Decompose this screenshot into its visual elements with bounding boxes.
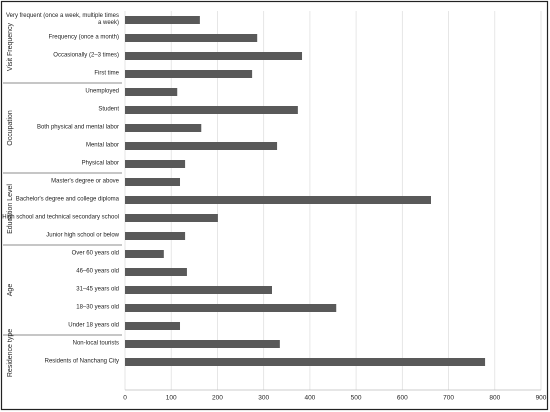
bar: [125, 286, 272, 294]
bar: [125, 142, 278, 150]
bar: [125, 250, 164, 258]
bar: [125, 52, 303, 60]
category-label: Unemployed: [85, 88, 119, 95]
bar: [125, 34, 258, 42]
category-label: Non-local tourists: [72, 340, 119, 347]
category-label: 31–45 years old: [76, 286, 119, 293]
category-label: Master's degree or above: [51, 178, 119, 185]
bar: [125, 340, 280, 348]
bar: [125, 214, 218, 222]
group-label: Residence type: [7, 329, 14, 377]
bar: [125, 178, 181, 186]
bar: [125, 268, 187, 276]
x-tick-label: 900: [536, 395, 547, 402]
x-tick-label: 600: [397, 395, 408, 402]
x-tick-label: 0: [123, 395, 127, 402]
category-label: 46–60 years old: [76, 268, 119, 275]
x-tick-label: 700: [443, 395, 454, 402]
bar: [125, 358, 486, 366]
bar: [125, 106, 298, 114]
bar: [125, 124, 202, 132]
bar: [125, 196, 431, 204]
category-label: Bachelor's degree and college diploma: [15, 196, 119, 203]
category-label: Mental labor: [85, 142, 119, 149]
x-tick-label: 800: [489, 395, 500, 402]
category-label: Junior high school or below: [46, 232, 119, 239]
bar: [125, 16, 200, 24]
group-label: Education Level: [7, 184, 14, 234]
bar: [125, 232, 186, 240]
category-label: Student: [98, 106, 119, 113]
bar: [125, 322, 181, 330]
x-tick-label: 500: [351, 395, 362, 402]
category-label: Both physical and mental labor: [36, 124, 119, 131]
category-label: First time: [94, 70, 119, 77]
category-label: Frequency (once a month): [48, 34, 119, 41]
category-label: Under 18 years old: [68, 322, 119, 329]
group-label: Visit Frequency: [7, 22, 14, 71]
category-label: Physical labor: [81, 160, 119, 167]
group-label: Occupation: [7, 110, 14, 146]
bar: [125, 160, 186, 168]
x-tick-label: 100: [166, 395, 177, 402]
category-label: Very frequent (once a week, multiple tim…: [5, 13, 119, 26]
x-tick-label: 200: [212, 395, 223, 402]
x-tick-label: 400: [304, 395, 315, 402]
x-tick-label: 300: [258, 395, 269, 402]
category-label: Occasionally (2–3 times): [53, 52, 119, 59]
category-label: Residents of Nanchang City: [44, 358, 119, 365]
bar: [125, 70, 253, 78]
group-label: Age: [7, 284, 14, 297]
bar: [125, 304, 337, 312]
bar: [125, 88, 178, 96]
category-label: Over 60 years old: [71, 250, 119, 257]
category-label: High school and technical secondary scho…: [2, 214, 119, 221]
category-label: 18–30 years old: [76, 304, 119, 311]
